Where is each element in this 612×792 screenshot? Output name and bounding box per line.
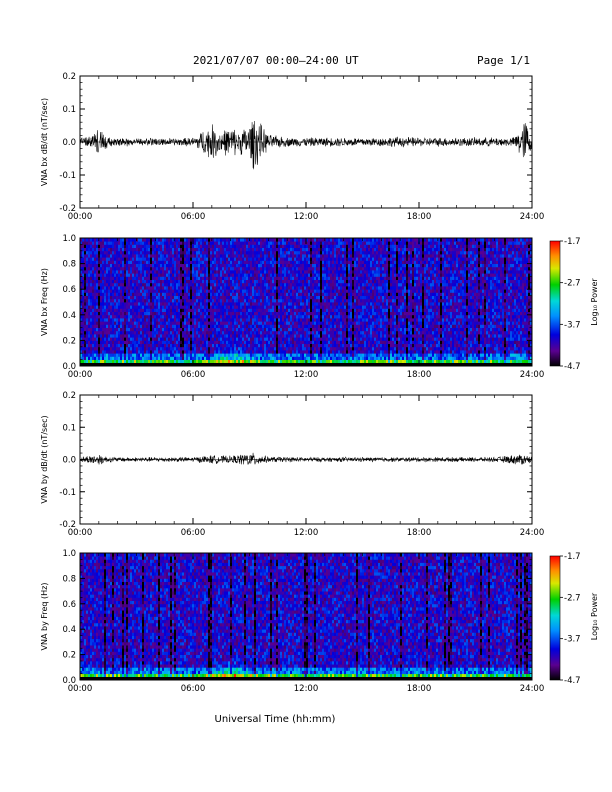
- panel-2: 1.00.80.60.40.20.000:00 06:00 12:00 18:00 24…: [40, 234, 544, 380]
- x-tick-label: 00:00: [68, 212, 93, 222]
- waveform-trace: [80, 121, 532, 169]
- y-tick-label: 0.1: [62, 105, 76, 115]
- y-tick-label: 0.2: [62, 72, 76, 82]
- x-tick-label: 18:00: [407, 212, 432, 222]
- y-tick-label: -0.1: [59, 171, 76, 181]
- y-axis-label: VNA bx dB/dt (nT/sec): [40, 98, 49, 186]
- x-tick-label: 12:00: [294, 212, 319, 222]
- panel-1: 0.20.10.0-0.1-0.200:00 06:00 12:00 18:00 24:…: [40, 72, 544, 222]
- y-tick-label: 0.0: [62, 138, 76, 148]
- x-tick-label: 06:00: [181, 212, 206, 222]
- x-tick-label: 24:00: [520, 212, 545, 222]
